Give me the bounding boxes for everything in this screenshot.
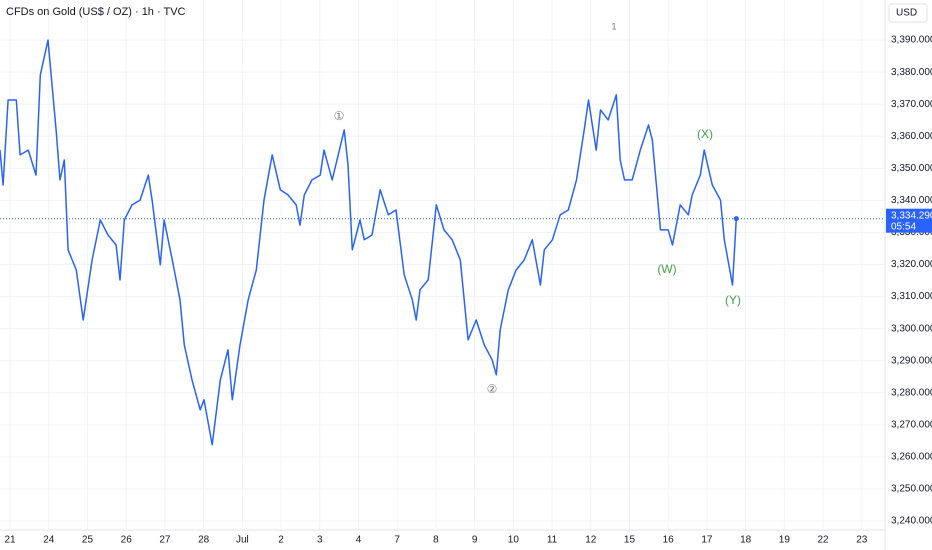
x-tick-label: 2 (278, 535, 284, 546)
countdown-label: 05:54 (891, 221, 916, 232)
x-tick-label: 8 (433, 535, 439, 546)
x-tick-label: 3 (317, 535, 323, 546)
x-tick-label: 11 (547, 535, 558, 546)
y-tick-label: 3,250.000 (891, 484, 932, 495)
y-tick-label: 3,290.000 (891, 355, 932, 366)
wave-label: 1 (611, 21, 616, 31)
x-tick-label: 16 (663, 535, 675, 546)
x-tick-label: 10 (508, 535, 520, 546)
y-tick-label: 3,280.000 (891, 387, 932, 398)
y-tick-label: 3,320.000 (891, 259, 932, 270)
x-tick-label: 17 (701, 535, 713, 546)
x-tick-label: 18 (740, 535, 752, 546)
x-tick-label: 27 (159, 535, 171, 546)
last-price-label: 3,334.290 (891, 210, 932, 221)
x-tick-label: 19 (779, 535, 791, 546)
y-tick-label: 3,240.000 (891, 516, 932, 527)
x-tick-label: 21 (5, 535, 17, 546)
y-tick-label: 3,310.000 (891, 291, 932, 302)
y-tick-label: 3,390.000 (891, 35, 932, 46)
x-tick-label: 25 (82, 535, 94, 546)
grid (0, 0, 885, 530)
x-tick-label: 4 (356, 535, 362, 546)
x-tick-label: Jul (236, 535, 249, 546)
currency-label[interactable]: USD (896, 8, 917, 19)
wave-label: (X) (697, 127, 713, 141)
plot-area: ① 1 ② (X) (W) (Y) (0, 21, 885, 446)
x-tick-label: 22 (817, 535, 829, 546)
wave-label: (W) (657, 262, 676, 276)
x-tick-label: 9 (472, 535, 478, 546)
y-tick-label: 3,350.000 (891, 163, 932, 174)
wave-label: ② (487, 382, 498, 396)
y-tick-label: 3,260.000 (891, 452, 932, 463)
x-tick-label: 26 (121, 535, 133, 546)
axes: 3,240.000 3,250.000 3,260.000 3,270.000 3,28… (5, 35, 932, 546)
y-tick-label: 3,340.000 (891, 195, 932, 206)
y-tick-label: 3,300.000 (891, 323, 932, 334)
wave-label: ① (334, 109, 345, 123)
chart-title: CFDs on Gold (US$ / OZ) · 1h · TVC (6, 6, 186, 18)
last-price-box (886, 208, 932, 233)
x-tick-label: 28 (198, 535, 210, 546)
x-tick-label: 7 (394, 535, 400, 546)
last-point (733, 216, 739, 222)
currency-button[interactable] (888, 3, 928, 23)
price-line (0, 39, 738, 446)
y-tick-label: 3,370.000 (891, 99, 932, 110)
wave-label: (Y) (725, 293, 741, 307)
x-tick-label: 23 (856, 535, 868, 546)
y-tick-label: 3,380.000 (891, 67, 932, 78)
y-tick-label: 3,270.000 (891, 419, 932, 430)
x-tick-label: 12 (585, 535, 597, 546)
x-tick-label: 15 (624, 535, 636, 546)
x-tick-label: 24 (43, 535, 55, 546)
y-tick-label: 3,360.000 (891, 131, 932, 142)
